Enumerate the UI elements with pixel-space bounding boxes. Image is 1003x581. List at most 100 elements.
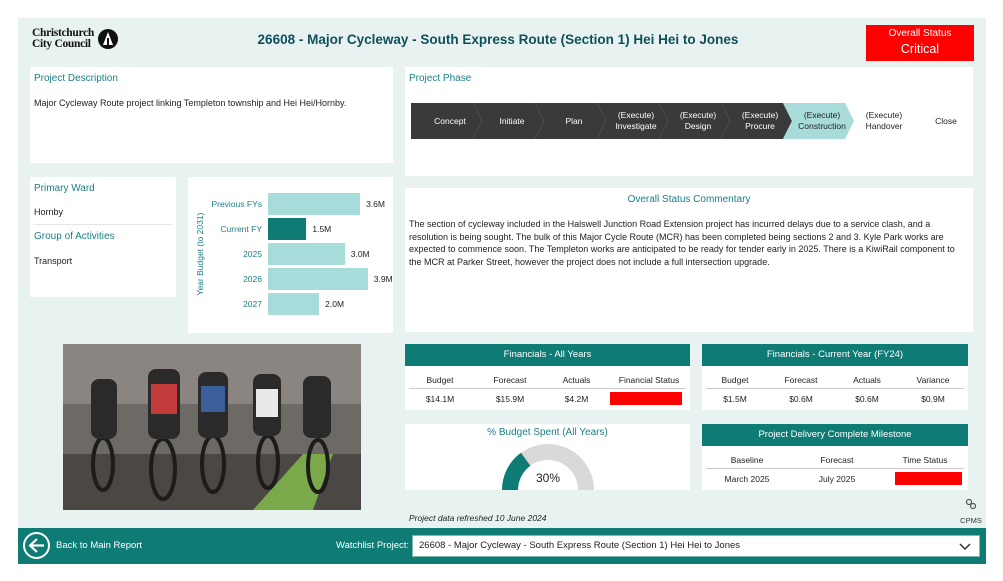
phase-step-label: Close bbox=[935, 115, 957, 126]
time-status-indicator bbox=[895, 472, 962, 485]
fin-cur-forecast-header: Forecast bbox=[784, 375, 818, 385]
phase-chevron-6 bbox=[783, 103, 854, 139]
primary-ward-label: Primary Ward bbox=[34, 183, 95, 194]
fin-all-forecast-value: $15.9M bbox=[495, 394, 525, 404]
fin-cur-forecast-value: $0.6M bbox=[789, 394, 813, 404]
bar-category-label: 2026 bbox=[243, 274, 262, 284]
budget-spent-card: % Budget Spent (All Years) 30% bbox=[405, 424, 690, 490]
phase-step-label: Initiate bbox=[499, 115, 525, 126]
phase-step-label: (Execute) Investigate bbox=[615, 110, 657, 131]
financials-all-years-card: Financials - All Years Budget Forecast A… bbox=[405, 344, 690, 410]
fin-cur-actuals-header: Actuals bbox=[853, 375, 881, 385]
phase-step-label: Concept bbox=[434, 115, 466, 126]
refresh-text: Project data refreshed 10 June 2024 bbox=[409, 513, 547, 523]
logo-line1: Christchurch bbox=[32, 27, 94, 39]
fin-all-budget-value: $14.1M bbox=[425, 394, 455, 404]
milestone-divider bbox=[706, 468, 964, 469]
bar-value-label: 1.5M bbox=[312, 224, 332, 234]
fin-all-forecast-header: Forecast bbox=[493, 375, 527, 385]
fin-cur-divider bbox=[706, 388, 964, 389]
phase-chevron-4 bbox=[659, 103, 730, 139]
footer-bar: Back to Main Report Watchlist Project: 2… bbox=[18, 528, 986, 564]
budget-bar bbox=[268, 293, 320, 315]
fin-all-divider bbox=[409, 388, 686, 389]
cyclists-photo bbox=[63, 344, 361, 510]
cathedral-logo-icon bbox=[98, 29, 118, 49]
fin-cur-variance-value: $0.9M bbox=[921, 394, 945, 404]
phase-chevron-0 bbox=[411, 103, 482, 139]
overall-status-value: Critical bbox=[900, 42, 940, 56]
bar-value-label: 3.6M bbox=[366, 199, 385, 209]
cyclists-illustration bbox=[63, 344, 361, 510]
phase-chevron-2 bbox=[535, 103, 606, 139]
overall-status-label: Overall Status bbox=[888, 28, 952, 39]
project-description-text: Major Cycleway Route project linking Tem… bbox=[34, 98, 347, 108]
phase-chevron-row: Concept Initiate Plan (Execute) Investigate (… bbox=[411, 103, 969, 139]
bar-category-label: Previous FYs bbox=[211, 199, 262, 209]
financial-status-indicator bbox=[610, 392, 682, 405]
chevron-down-icon bbox=[959, 543, 971, 551]
fin-all-budget-header: Budget bbox=[426, 375, 454, 385]
financials-current-year-title: Financials - Current Year (FY24) bbox=[702, 344, 968, 366]
watchlist-label: Watchlist Project: bbox=[336, 540, 410, 551]
ccc-logo: Christchurch City Council bbox=[32, 27, 119, 50]
ward-card: Primary Ward Hornby Group of Activities … bbox=[30, 177, 176, 297]
phase-chevron-3 bbox=[597, 103, 668, 139]
status-commentary-card: Overall Status Commentary The section of… bbox=[405, 188, 973, 332]
phase-chevron-5 bbox=[721, 103, 792, 139]
fin-all-actuals-header: Actuals bbox=[562, 375, 591, 385]
milestone-baseline-header: Baseline bbox=[730, 455, 764, 465]
status-commentary-text: The section of cycleway included in the … bbox=[409, 219, 955, 267]
bar-value-label: 2.0M bbox=[325, 299, 345, 309]
financials-all-years-title: Financials - All Years bbox=[405, 344, 690, 366]
milestone-time-status-header: Time Status bbox=[902, 455, 948, 465]
phase-step-label: Plan bbox=[565, 115, 583, 126]
overall-status-badge: Overall Status Critical bbox=[866, 25, 974, 61]
back-to-main-report-link[interactable]: Back to Main Report bbox=[56, 540, 143, 551]
phase-step-label: (Execute) Construction bbox=[798, 110, 846, 131]
fin-cur-variance-header: Variance bbox=[916, 375, 950, 385]
status-commentary-title: Overall Status Commentary bbox=[627, 194, 751, 205]
milestone-baseline-value: March 2025 bbox=[724, 474, 770, 484]
link-icon bbox=[965, 498, 977, 510]
cpms-link[interactable]: CPMS bbox=[956, 497, 986, 525]
report-canvas: Christchurch City Council 26608 - Major … bbox=[18, 18, 986, 564]
watchlist-project-select[interactable]: 26608 - Major Cycleway - South Express R… bbox=[412, 535, 980, 557]
project-phase-card: Project Phase Concept Initiate Plan (Execut… bbox=[405, 67, 973, 176]
fin-all-status-header: Financial Status bbox=[618, 375, 680, 385]
ward-divider bbox=[34, 224, 172, 225]
logo-line2: City Council bbox=[32, 38, 91, 50]
year-budget-chart-card: Year Budget (to 2031) Previous FYs 3.6M Cu… bbox=[188, 177, 393, 333]
milestone-forecast-header: Forecast bbox=[820, 455, 854, 465]
year-budget-axis-label: Year Budget (to 2031) bbox=[195, 212, 205, 296]
phase-step-label: (Execute) Design bbox=[679, 110, 717, 131]
back-button[interactable] bbox=[23, 532, 50, 559]
budget-spent-gauge bbox=[502, 444, 594, 490]
milestone-forecast-value: July 2025 bbox=[818, 474, 856, 484]
page-title: 26608 - Major Cycleway - South Express R… bbox=[257, 32, 739, 47]
budget-bar bbox=[268, 243, 345, 265]
bar-category-label: 2027 bbox=[243, 299, 262, 309]
fin-all-actuals-value: $4.2M bbox=[564, 394, 589, 404]
phase-step-label: (Execute) Handover bbox=[865, 110, 903, 131]
budget-bar bbox=[268, 193, 361, 215]
phase-chevron-1 bbox=[473, 103, 544, 139]
fin-cur-budget-value: $1.5M bbox=[723, 394, 747, 404]
fin-cur-actuals-value: $0.6M bbox=[855, 394, 879, 404]
milestone-title: Project Delivery Complete Milestone bbox=[702, 424, 968, 446]
project-description-card: Project Description Major Cycleway Route… bbox=[30, 67, 393, 163]
bar-value-label: 3.9M bbox=[373, 274, 393, 284]
bar-value-label: 3.0M bbox=[350, 249, 370, 259]
financials-current-year-card: Financials - Current Year (FY24) Budget … bbox=[702, 344, 968, 410]
watchlist-project-value: 26608 - Major Cycleway - South Express R… bbox=[419, 540, 741, 551]
year-budget-bars: Previous FYs 3.6M Current FY 1.5M 2025 3.0M 20… bbox=[206, 193, 393, 323]
group-of-activities-label: Group of Activities bbox=[34, 231, 115, 242]
group-of-activities-value: Transport bbox=[34, 256, 73, 266]
cpms-label: CPMS bbox=[960, 516, 982, 525]
milestone-card: Project Delivery Complete Milestone Base… bbox=[702, 424, 968, 490]
fin-cur-budget-header: Budget bbox=[721, 375, 749, 385]
budget-spent-title: % Budget Spent (All Years) bbox=[487, 427, 608, 438]
phase-step-label: (Execute) Procure bbox=[741, 110, 779, 131]
primary-ward-value: Hornby bbox=[34, 207, 64, 217]
budget-spent-percent: 30% bbox=[535, 471, 561, 485]
